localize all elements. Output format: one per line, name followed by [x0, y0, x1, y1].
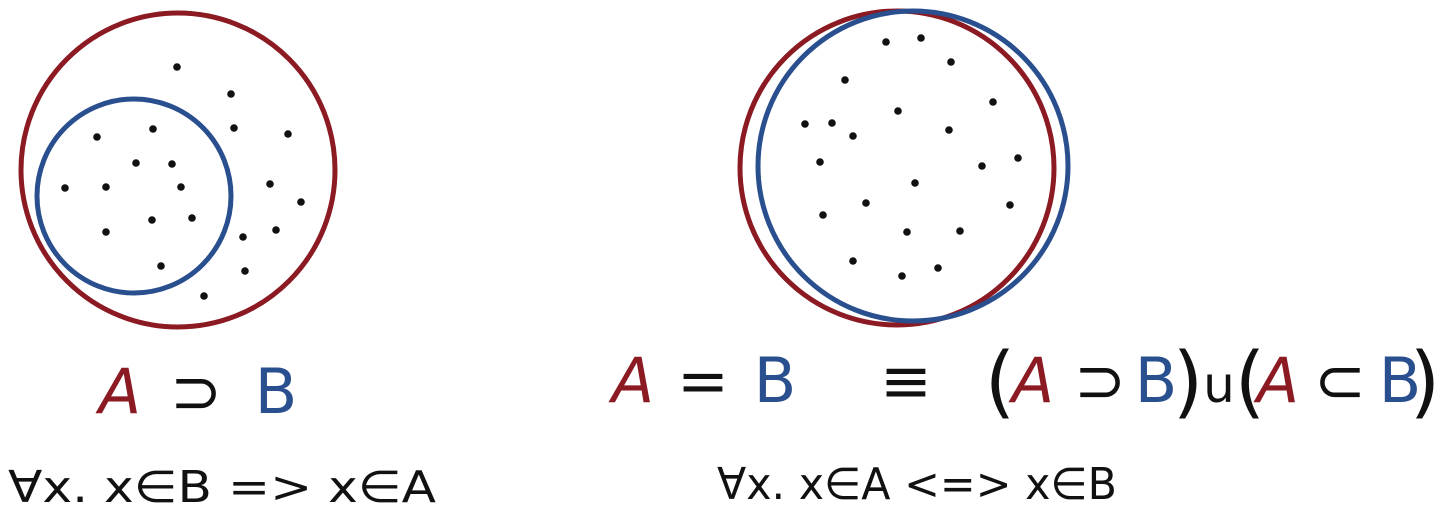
element-point [132, 159, 140, 167]
element-point [93, 133, 101, 141]
element-point [947, 58, 955, 66]
element-point [200, 292, 208, 300]
element-point [934, 264, 942, 272]
element-point [841, 76, 849, 84]
element-point [1006, 201, 1014, 209]
element-point [828, 119, 836, 127]
set-a-label: A [1253, 344, 1299, 417]
close-paren: ) [1410, 337, 1440, 427]
subset-operator: ⊂ [1314, 344, 1366, 417]
element-point [819, 211, 827, 219]
element-point [239, 233, 247, 241]
element-point [284, 130, 292, 138]
element-point [882, 38, 890, 46]
close-paren: ) [1173, 337, 1203, 427]
element-point [297, 198, 305, 206]
element-point [862, 199, 870, 207]
set-a-circle [18, 10, 338, 330]
set-b-circle [34, 96, 234, 296]
superset-operator: ⊃ [1074, 344, 1126, 417]
superset-logic-statement: ∀x. x∈B => x∈A [8, 462, 436, 513]
element-point [849, 257, 857, 265]
element-point [148, 216, 156, 224]
element-point [978, 162, 986, 170]
element-point [230, 124, 238, 132]
element-points [61, 63, 305, 300]
set-b-label: B [255, 355, 298, 428]
set-b-circle [755, 8, 1071, 324]
element-point [173, 63, 181, 71]
element-point [227, 90, 235, 98]
element-point [61, 184, 69, 192]
set-b-label: B [754, 344, 797, 417]
element-point [177, 183, 185, 191]
equals-operator: = [677, 344, 729, 417]
union-operator: u [1203, 356, 1235, 414]
element-point [894, 107, 902, 115]
superset-operator: ⊃ [170, 355, 222, 428]
element-point [989, 98, 997, 106]
element-point [272, 226, 280, 234]
equivalence-operator: ≡ [880, 344, 932, 417]
superset-venn [18, 10, 338, 330]
element-point [903, 228, 911, 236]
element-point [917, 34, 925, 42]
element-point [911, 179, 919, 187]
element-point [956, 227, 964, 235]
element-point [102, 183, 110, 191]
set-b-label: B [1379, 344, 1422, 417]
element-point [102, 228, 110, 236]
element-point [168, 160, 176, 168]
open-paren: ( [1235, 337, 1265, 427]
equality-expression: A = B ≡ ( A ⊃ B ) u ( A ⊂ B ) [608, 337, 1440, 427]
set-a-label: A [608, 344, 654, 417]
element-point [849, 132, 857, 140]
element-point [898, 272, 906, 280]
element-points [801, 34, 1022, 280]
element-point [241, 267, 249, 275]
equality-venn [737, 8, 1071, 328]
element-point [188, 214, 196, 222]
element-point [816, 158, 824, 166]
set-a-circle [737, 8, 1057, 328]
set-a-label: A [95, 355, 141, 428]
element-point [801, 120, 809, 128]
element-point [157, 262, 165, 270]
set-a-label: A [1008, 344, 1054, 417]
element-point [149, 125, 157, 133]
open-paren: ( [985, 337, 1015, 427]
element-point [266, 180, 274, 188]
element-point [945, 126, 953, 134]
equality-logic-statement: ∀x. x∈A <=> x∈B [717, 459, 1117, 510]
superset-expression: A ⊃ B [95, 355, 297, 428]
element-point [1014, 154, 1022, 162]
set-b-label: B [1135, 344, 1178, 417]
